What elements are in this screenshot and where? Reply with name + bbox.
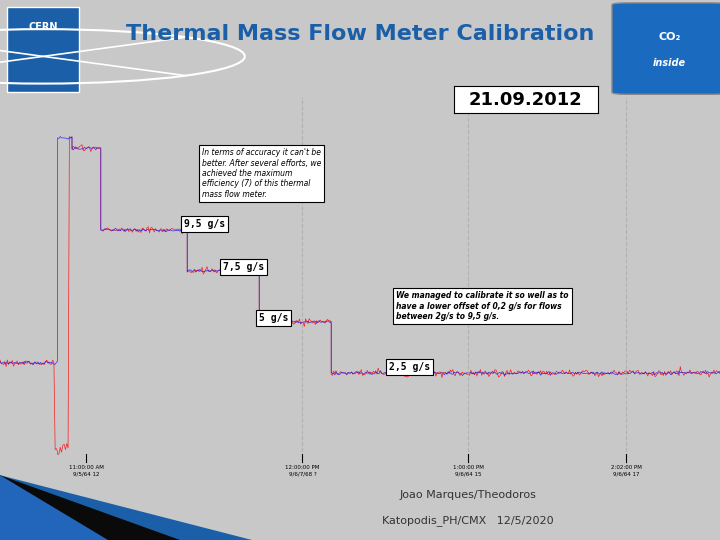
Text: Thermal Mass Flow Meter Calibration: Thermal Mass Flow Meter Calibration [126, 24, 594, 44]
Polygon shape [0, 475, 252, 540]
Text: 2,5 g/s: 2,5 g/s [389, 362, 430, 372]
Text: CO₂: CO₂ [658, 32, 681, 42]
FancyBboxPatch shape [7, 7, 79, 92]
Text: 2:02:00 PM
9/6/64 17: 2:02:00 PM 9/6/64 17 [611, 465, 642, 476]
Text: Katopodis_PH/CMX   12/5/2020: Katopodis_PH/CMX 12/5/2020 [382, 515, 554, 526]
Text: 12:00:00 PM
9/6/7/68 ?: 12:00:00 PM 9/6/7/68 ? [285, 465, 320, 476]
Text: We managed to calibrate it so well as to
have a lower offset of 0,2 g/s for flow: We managed to calibrate it so well as to… [396, 291, 569, 321]
Text: 1:00:00 PM
9/6/64 15: 1:00:00 PM 9/6/64 15 [453, 465, 483, 476]
Text: 21.09.2012: 21.09.2012 [469, 91, 582, 109]
Text: 11:00:00 AM
9/5/64 12: 11:00:00 AM 9/5/64 12 [69, 465, 104, 476]
Text: CERN: CERN [29, 22, 58, 32]
Text: 7,5 g/s: 7,5 g/s [223, 262, 264, 272]
Polygon shape [0, 475, 180, 540]
Text: 5 g/s: 5 g/s [259, 313, 289, 323]
Text: 9,5 g/s: 9,5 g/s [184, 219, 225, 229]
Text: inside: inside [653, 58, 686, 68]
Polygon shape [0, 475, 108, 540]
Text: Joao Marques/Theodoros: Joao Marques/Theodoros [400, 490, 536, 500]
FancyBboxPatch shape [612, 3, 720, 94]
Text: In terms of accuracy it can't be
better. After several efforts, we
achieved the : In terms of accuracy it can't be better.… [202, 148, 321, 199]
